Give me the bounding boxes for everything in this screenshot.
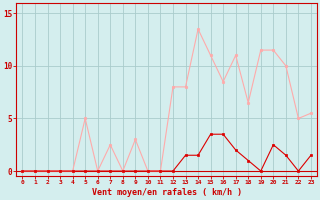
X-axis label: Vent moyen/en rafales ( km/h ): Vent moyen/en rafales ( km/h ) — [92, 188, 242, 197]
